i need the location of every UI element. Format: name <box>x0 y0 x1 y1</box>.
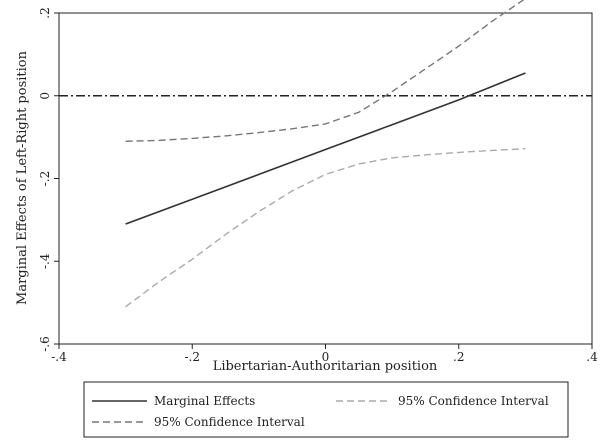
y-tick-label: -.6 <box>38 336 52 352</box>
y-axis-label: Marginal Effects of Left-Right position <box>15 50 30 305</box>
x-tick-label: .2 <box>453 350 464 364</box>
legend: Marginal Effects 95% Confidence Interval 9… <box>83 381 569 438</box>
legend-label-0: Marginal Effects <box>154 394 255 408</box>
series-layer <box>125 0 526 308</box>
x-tick-label: .4 <box>586 350 598 364</box>
x-axis-label: Libertarian-Authoritarian position <box>213 359 438 374</box>
x-tick-label: -.4 <box>51 350 67 364</box>
x-axis: -.4 -.2 0 .2 .4 <box>51 344 598 364</box>
y-tick-label: -.2 <box>38 171 52 187</box>
series-line-1 <box>125 148 526 308</box>
legend-label-2: 95% Confidence Interval <box>154 415 305 429</box>
series-line-2 <box>125 0 525 142</box>
y-tick-label: .2 <box>38 7 52 18</box>
legend-box <box>83 381 569 438</box>
x-tick-label: -.2 <box>184 350 200 364</box>
x-tick-label: 0 <box>322 350 330 364</box>
series-line-0 <box>125 72 526 225</box>
y-axis: -.6 -.4 -.2 0 .2 <box>38 7 59 352</box>
legend-label-1: 95% Confidence Interval <box>398 394 549 408</box>
y-tick-label: -.4 <box>38 253 52 269</box>
y-tick-label: 0 <box>38 92 52 100</box>
